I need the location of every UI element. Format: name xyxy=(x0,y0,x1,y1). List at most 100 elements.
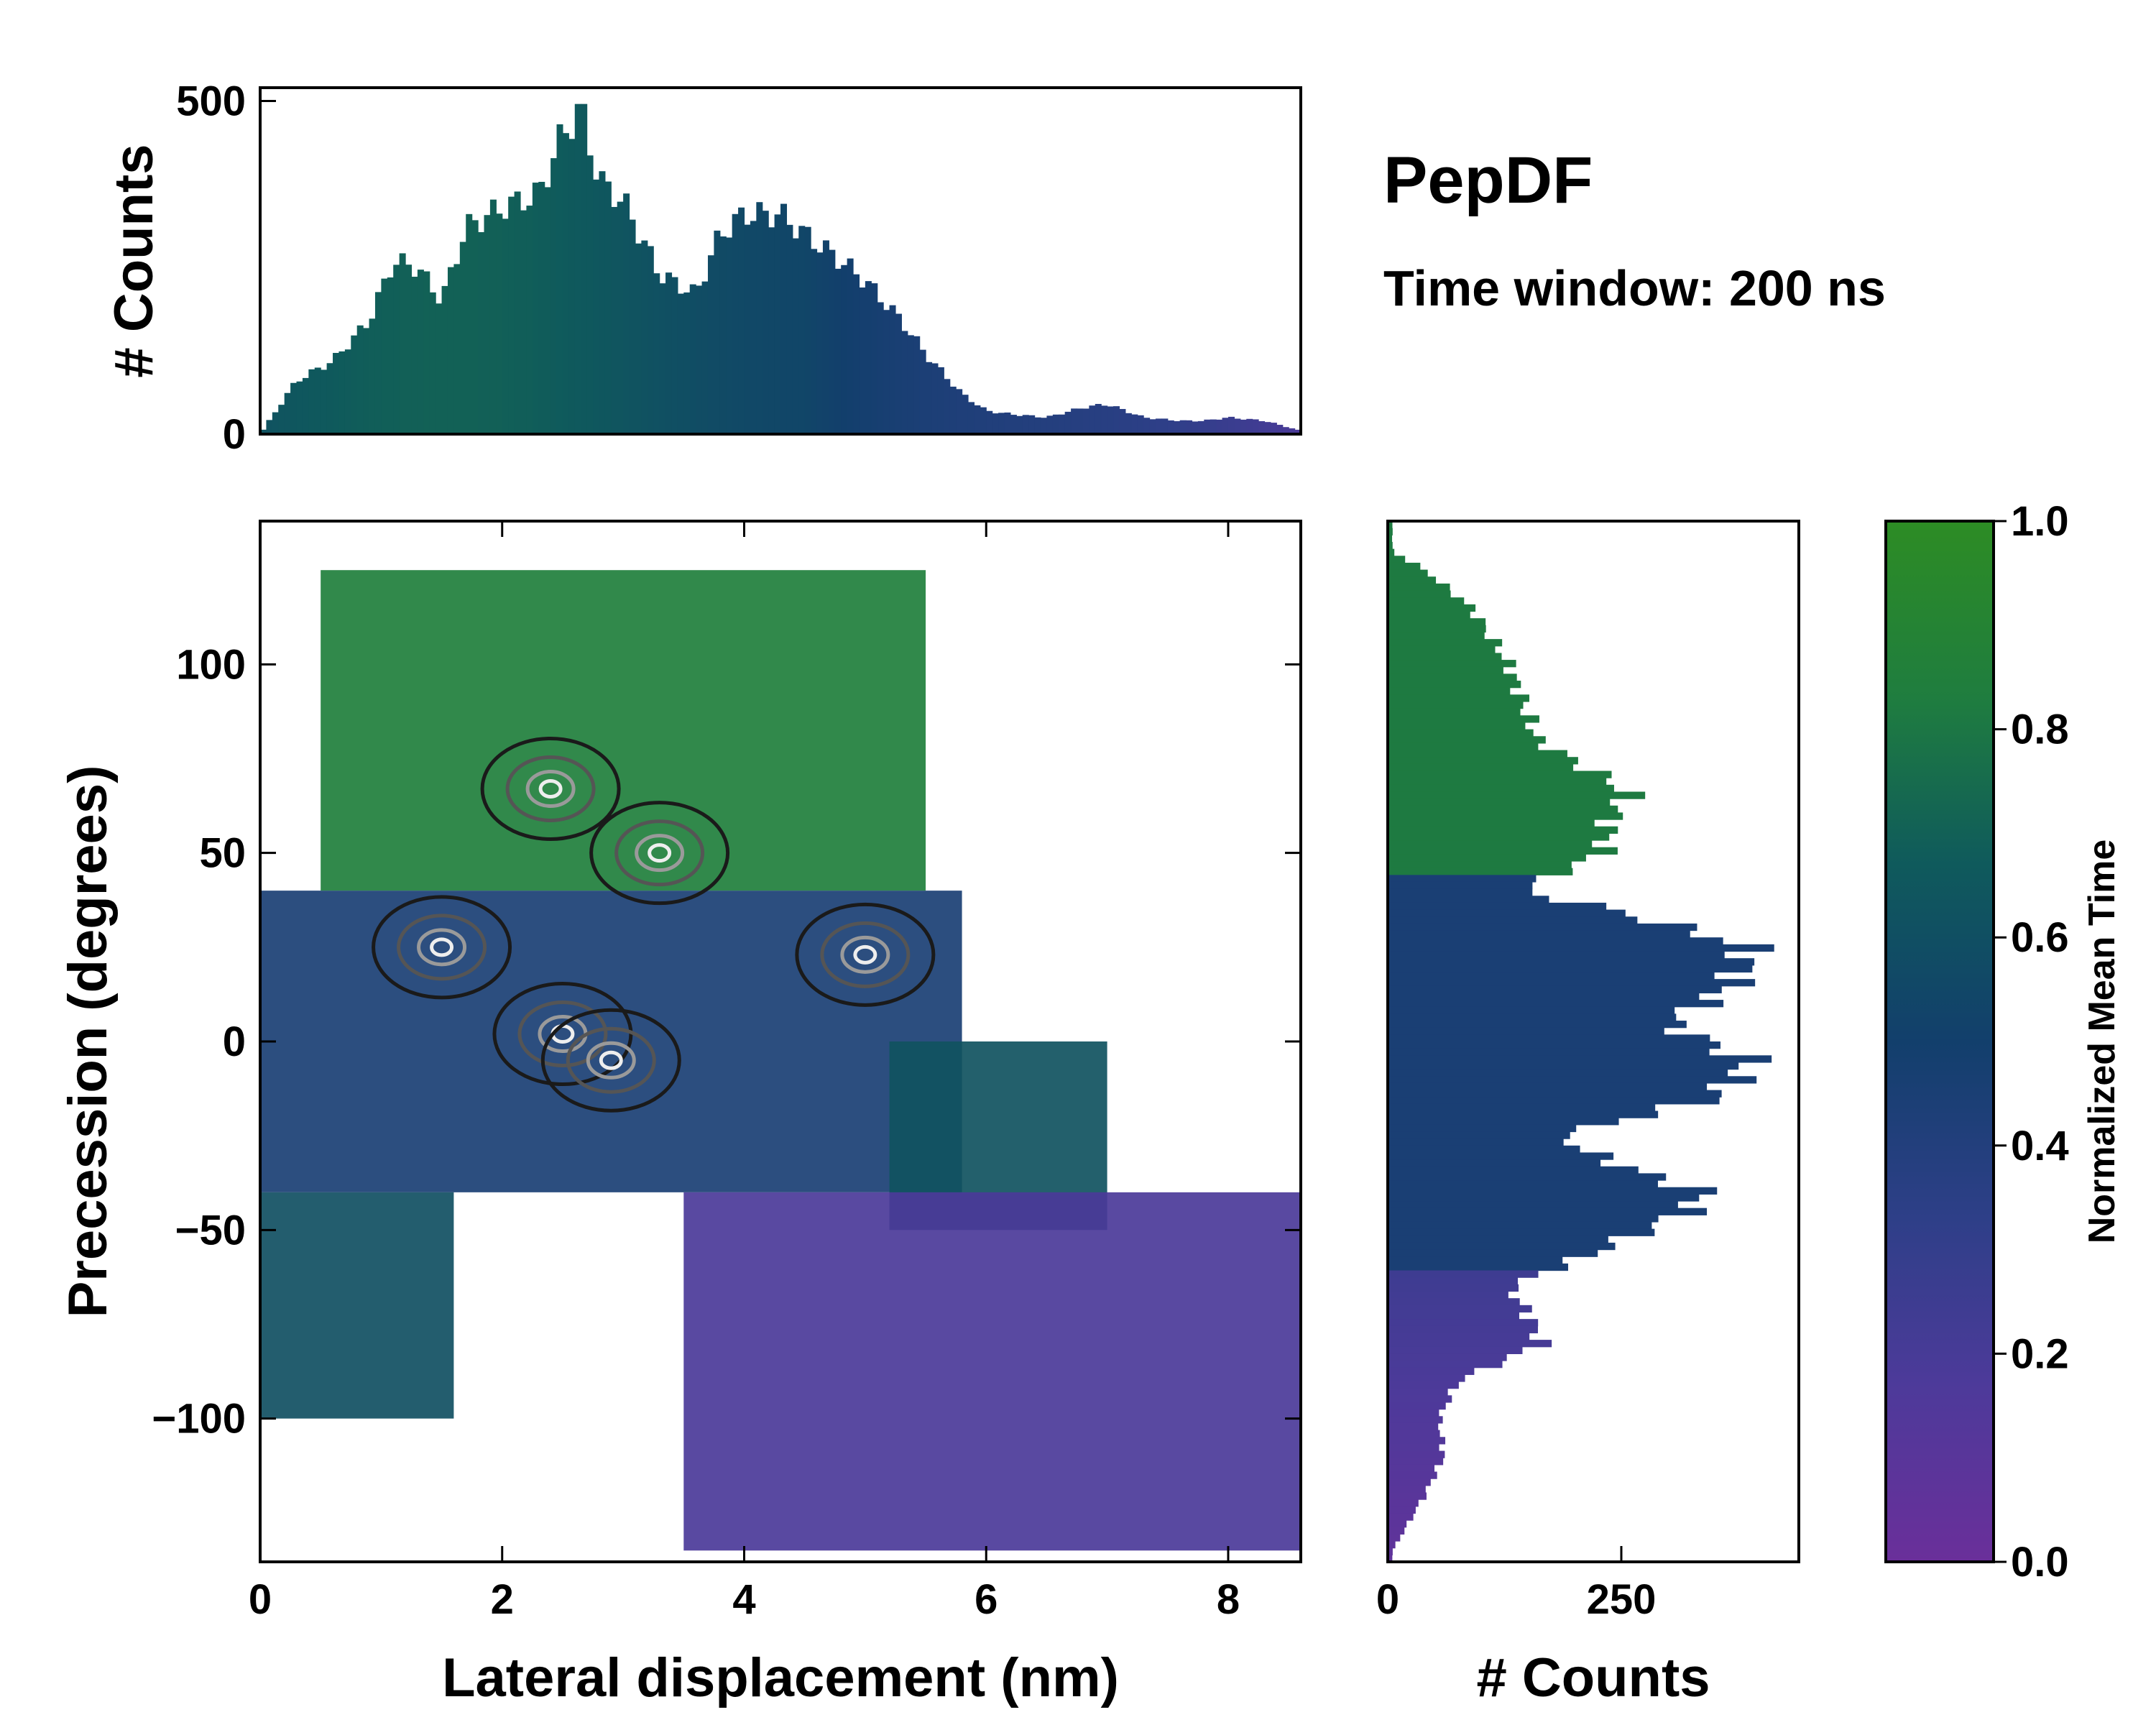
right-histogram-bar xyxy=(1388,1450,1445,1458)
top-histogram-bar xyxy=(762,211,769,434)
top-histogram-bar xyxy=(296,381,303,434)
right-histogram-bar xyxy=(1388,847,1618,855)
density-contour-0-2 xyxy=(525,769,576,808)
top-histogram-bar xyxy=(871,283,878,434)
right-histogram-frame xyxy=(1386,520,1800,1563)
colorbar-tick-label: 0.4 xyxy=(2011,1123,2069,1169)
right-histogram-bar xyxy=(1388,763,1574,772)
top-histogram-bar xyxy=(423,271,430,434)
top-histogram-bar xyxy=(623,193,630,434)
right-histogram-bar xyxy=(1388,687,1511,695)
density-contour-5-2 xyxy=(840,935,890,974)
right-histogram-bar xyxy=(1388,528,1393,535)
right-histogram-bar xyxy=(1388,972,1715,980)
right-histogram-bar xyxy=(1388,548,1395,556)
top-histogram-bar xyxy=(1022,415,1029,434)
top-histogram-bar xyxy=(780,203,788,434)
right-histogram-bar xyxy=(1388,1402,1446,1410)
top-histogram-bar xyxy=(1179,420,1187,434)
right-histogram-bar xyxy=(1388,770,1612,778)
main-ticks: 0 2 4 6 8 100 50 0 −50 −100 xyxy=(152,521,1301,1623)
top-histogram-bar xyxy=(514,191,521,434)
density-contour-1-1 xyxy=(517,1000,608,1068)
right-histogram-bar xyxy=(1388,1298,1520,1306)
right-histogram-ticks: 0 250 xyxy=(1376,1546,1656,1623)
right-histogram-bar xyxy=(1388,1069,1728,1077)
top-histogram-bars xyxy=(260,104,1302,435)
top-histogram-bar xyxy=(593,179,600,434)
top-histogram-bar xyxy=(1041,418,1048,434)
density-contour-2-3 xyxy=(599,1050,623,1070)
top-histogram-bar xyxy=(466,213,473,434)
main-ytick-label: −50 xyxy=(175,1207,246,1254)
right-histogram-bar xyxy=(1388,1236,1608,1243)
top-histogram-bar xyxy=(635,243,642,434)
top-histogram-bar xyxy=(931,363,939,434)
top-histogram-bar xyxy=(1052,414,1059,434)
right-histogram-bar xyxy=(1388,597,1465,605)
right-histogram-bar xyxy=(1388,937,1723,945)
top-histogram-bar xyxy=(1234,418,1241,434)
right-histogram-bar xyxy=(1388,791,1646,799)
top-histogram-bar xyxy=(913,336,921,434)
top-histogram-bar xyxy=(792,238,799,434)
right-histogram-bar xyxy=(1388,1208,1708,1215)
top-histogram-bar xyxy=(1016,415,1023,434)
top-histogram-bar xyxy=(944,379,951,434)
right-histogram-xlabel: # Counts xyxy=(1476,1647,1710,1708)
right-histogram-bar xyxy=(1388,826,1618,834)
right-histogram-bar xyxy=(1388,1062,1739,1070)
top-histogram-bar xyxy=(859,288,866,434)
right-histogram-bar xyxy=(1388,1346,1523,1354)
right-histogram-bar xyxy=(1388,1152,1614,1160)
top-histogram-bar xyxy=(829,249,836,434)
right-histogram-bar xyxy=(1388,1159,1601,1167)
top-histogram-bar xyxy=(374,292,382,434)
right-histogram-bar xyxy=(1388,742,1539,751)
top-histogram-bar xyxy=(1204,419,1211,434)
top-histogram-bar xyxy=(992,413,999,434)
colorbar-fill xyxy=(1886,521,1994,1562)
top-histogram-bar xyxy=(834,268,842,434)
top-histogram-bar xyxy=(689,284,696,434)
right-histogram-bar xyxy=(1388,1221,1652,1230)
top-histogram-bar xyxy=(967,402,975,434)
top-histogram-bar xyxy=(1131,414,1138,434)
top-histogram-bar xyxy=(441,285,448,434)
right-histogram-bar xyxy=(1388,1263,1569,1271)
top-histogram-bar xyxy=(302,377,309,434)
top-histogram-bar xyxy=(895,313,902,434)
top-histogram-bar xyxy=(1064,411,1072,434)
right-histogram-bar xyxy=(1388,1485,1426,1494)
right-histogram-bar xyxy=(1388,757,1578,765)
main-xtick-label: 6 xyxy=(975,1576,998,1623)
right-histogram-bar xyxy=(1388,805,1618,814)
density-contour-2-0 xyxy=(540,1008,681,1113)
top-histogram-bar xyxy=(883,310,890,434)
top-histogram-bar xyxy=(1113,406,1120,434)
heat-region-left-teal xyxy=(260,1192,454,1419)
right-histogram-bar xyxy=(1388,1319,1539,1327)
right-histogram-bar xyxy=(1388,1395,1452,1403)
top-histogram-bar xyxy=(308,369,315,434)
right-histogram-bar xyxy=(1388,1201,1678,1209)
right-histogram-bar xyxy=(1388,1048,1710,1056)
right-histogram: 0 250 # Counts xyxy=(1376,520,1800,1708)
right-histogram-bar xyxy=(1388,1437,1446,1445)
top-histogram-bar xyxy=(556,124,563,434)
density-contour-2-1 xyxy=(566,1026,656,1094)
top-histogram-bar xyxy=(726,237,733,434)
right-histogram-bar xyxy=(1388,1131,1570,1139)
top-histogram-bar xyxy=(665,272,673,434)
right-histogram-bar xyxy=(1388,1173,1667,1181)
top-histogram-bar xyxy=(1210,419,1217,434)
top-histogram-bar xyxy=(804,226,811,434)
top-histogram-bar xyxy=(774,214,781,434)
right-histogram-bar xyxy=(1388,951,1725,959)
top-histogram-bar xyxy=(986,410,993,434)
right-histogram-bar xyxy=(1388,1520,1407,1528)
right-histogram-bar xyxy=(1388,569,1428,577)
top-histogram-ticks: 0 500 xyxy=(176,78,276,458)
density-contour-0-0 xyxy=(480,736,621,841)
right-histogram-bar xyxy=(1388,1187,1718,1195)
